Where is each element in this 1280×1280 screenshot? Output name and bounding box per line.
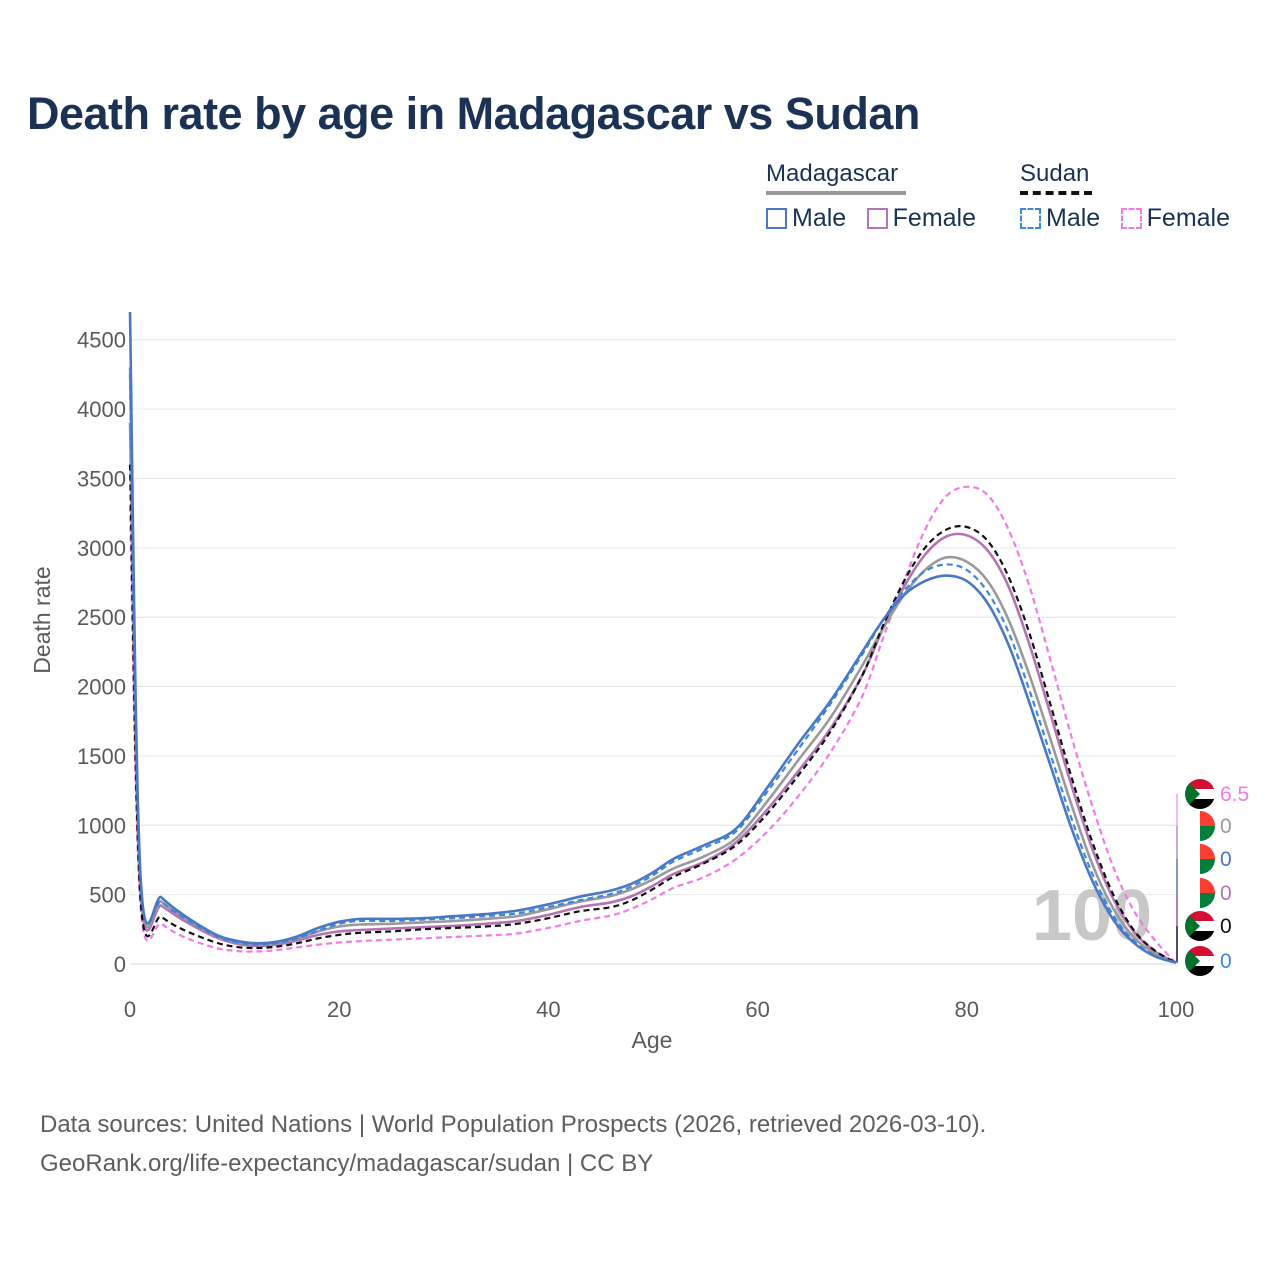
- y-tick-label: 500: [89, 883, 126, 908]
- series-lines: [128, 311, 1177, 964]
- legend-item-label: Female: [892, 204, 977, 232]
- legend-swatch: [1020, 208, 1041, 229]
- madagascar-flag-icon: [1185, 844, 1215, 874]
- x-tick-label: 100: [1158, 997, 1195, 1022]
- legend-item-sudan-male[interactable]: Male: [1020, 204, 1100, 233]
- y-tick-label: 3500: [77, 466, 126, 491]
- end-value-label: 0: [1220, 848, 1232, 871]
- y-tick-label: 4500: [77, 328, 126, 353]
- legend-items-sudan: Male Female: [1020, 204, 1246, 234]
- y-tick-label: 2500: [77, 605, 126, 630]
- footer: Data sources: United Nations | World Pop…: [40, 1105, 986, 1183]
- series-line-sudan-female[interactable]: [128, 485, 1177, 964]
- chart-canvas: 100 050010001500200025003000350040004500…: [29, 311, 1249, 1053]
- legend-group-sudan: Sudan: [1020, 160, 1092, 195]
- legend-item-sudan-female[interactable]: Female: [1120, 204, 1231, 233]
- legend-items-madagascar: Male Female: [766, 204, 992, 234]
- y-tick-label: 0: [114, 952, 126, 977]
- y-tick-label: 4000: [77, 397, 126, 422]
- legend-item-label: Male: [1046, 204, 1101, 232]
- x-axis-label: Age: [632, 1027, 673, 1053]
- legend-group-line: [766, 191, 906, 195]
- end-value-label: 0: [1220, 950, 1232, 973]
- sudan-flag-icon: [1185, 911, 1215, 941]
- legend-swatch: [766, 208, 787, 229]
- series-line-madagascar-female[interactable]: [128, 422, 1177, 964]
- legend-group-line: [1020, 191, 1092, 195]
- legend-group-title: Sudan: [1020, 160, 1090, 187]
- legend: Madagascar Male Female Sudan Male Female: [766, 160, 1266, 240]
- end-value-label: 0: [1220, 815, 1232, 838]
- x-tick-label: 20: [327, 997, 351, 1022]
- legend-item-madagascar-female[interactable]: Female: [866, 204, 977, 233]
- series-line-sudan-male[interactable]: [128, 374, 1177, 964]
- y-tick-label: 1000: [77, 813, 126, 838]
- x-axis-ticks: 0 20 40 60 80 100: [124, 997, 1194, 1022]
- gridlines: [130, 339, 1176, 965]
- x-tick-label: 80: [955, 997, 979, 1022]
- y-axis-label: Death rate: [29, 566, 55, 673]
- x-tick-label: 40: [536, 997, 560, 1022]
- x-tick-label: 0: [124, 997, 136, 1022]
- end-value-label: 0: [1220, 915, 1232, 938]
- end-value-label: 0: [1220, 882, 1232, 905]
- footer-link[interactable]: GeoRank.org/life-expectancy/madagascar/s…: [40, 1150, 654, 1177]
- end-value-label: 6.5: [1220, 783, 1249, 806]
- series-line-sudan-total[interactable]: [128, 464, 1177, 964]
- legend-item-label: Female: [1146, 204, 1231, 232]
- footer-source: Data sources: United Nations | World Pop…: [40, 1111, 987, 1138]
- legend-swatch: [866, 208, 888, 229]
- legend-group-madagascar: Madagascar: [766, 160, 906, 195]
- legend-swatch: [1120, 208, 1142, 229]
- y-tick-label: 1500: [77, 744, 126, 769]
- chart-title: Death rate by age in Madagascar vs Sudan: [27, 88, 920, 139]
- y-tick-label: 3000: [77, 536, 126, 561]
- y-tick-label: 2000: [77, 675, 126, 700]
- end-markers: 6.5 0 0 0 0 0: [1176, 779, 1249, 976]
- madagascar-flag-icon: [1185, 811, 1215, 841]
- sudan-flag-icon: [1185, 779, 1215, 809]
- legend-item-madagascar-male[interactable]: Male: [766, 204, 846, 233]
- sudan-flag-icon: [1185, 946, 1215, 976]
- x-tick-label: 60: [745, 997, 769, 1022]
- legend-item-label: Male: [792, 204, 847, 232]
- y-axis-ticks: 0 500 1000 1500 2000 2500 3000 3500 4000 4500: [77, 328, 126, 977]
- legend-group-title: Madagascar: [766, 160, 899, 187]
- series-line-madagascar-male[interactable]: [128, 311, 1177, 964]
- madagascar-flag-icon: [1185, 878, 1215, 908]
